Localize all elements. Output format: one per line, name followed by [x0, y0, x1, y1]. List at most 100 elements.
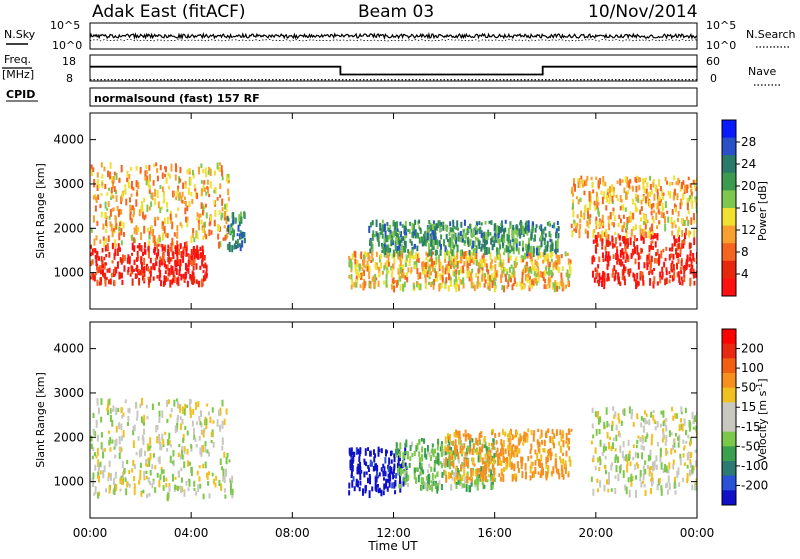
data-cell	[603, 191, 606, 200]
data-cell	[593, 200, 596, 206]
data-cell	[518, 448, 521, 454]
data-cell	[527, 243, 530, 250]
y-tick-label: 1000	[53, 475, 84, 489]
data-cell	[143, 242, 146, 248]
data-cell	[182, 182, 185, 189]
data-cell	[147, 179, 150, 188]
data-cell	[628, 216, 631, 224]
data-cell	[158, 410, 161, 417]
data-cell	[643, 410, 646, 415]
data-cell	[545, 284, 548, 290]
data-cell	[143, 414, 146, 422]
data-cell	[133, 483, 136, 489]
data-cell	[491, 463, 494, 470]
data-cell	[122, 254, 125, 263]
data-cell	[456, 430, 459, 438]
data-cell	[595, 176, 598, 181]
data-cell	[442, 224, 445, 231]
data-cell	[452, 460, 455, 464]
data-cell	[172, 190, 175, 198]
data-cell	[156, 190, 159, 198]
data-cell	[209, 215, 212, 221]
data-cell	[611, 221, 614, 226]
data-cell	[430, 235, 433, 243]
data-cell	[593, 257, 596, 262]
data-cell	[597, 202, 600, 206]
data-cell	[435, 483, 438, 489]
data-cell	[165, 400, 168, 407]
data-cell	[571, 186, 574, 194]
data-cell	[225, 468, 228, 474]
data-cell	[432, 265, 435, 272]
data-cell	[219, 411, 222, 416]
data-cell	[601, 222, 604, 226]
data-cell	[141, 274, 144, 281]
data-cell	[648, 230, 651, 239]
data-cell	[361, 488, 364, 496]
data-cell	[353, 282, 356, 288]
data-cell	[125, 198, 128, 206]
data-cell	[203, 254, 206, 261]
data-cell	[693, 184, 696, 189]
data-cell	[401, 252, 404, 259]
data-cell	[415, 467, 418, 472]
data-cell	[94, 254, 97, 259]
data-cell	[679, 457, 682, 466]
data-cell	[403, 471, 406, 478]
data-cell	[239, 211, 242, 217]
data-cell	[351, 253, 354, 260]
data-cell	[545, 253, 548, 262]
data-cell	[618, 214, 621, 220]
data-cell	[620, 420, 623, 426]
data-cell	[507, 234, 510, 243]
data-cell	[603, 421, 606, 429]
data-cell	[639, 437, 642, 443]
data-cell	[214, 482, 217, 488]
data-cell	[119, 488, 122, 492]
data-cell	[459, 236, 462, 243]
data-cell	[682, 192, 685, 198]
data-cell	[578, 228, 581, 235]
data-cell	[397, 252, 400, 260]
data-cell	[141, 251, 144, 257]
data-cell	[614, 237, 617, 245]
data-cell	[121, 435, 124, 441]
data-cell	[456, 260, 459, 269]
data-cell	[466, 260, 469, 269]
data-cell	[460, 249, 463, 256]
data-cell	[648, 466, 651, 475]
data-cell	[606, 432, 609, 439]
data-cell	[536, 268, 539, 273]
data-cell	[427, 480, 430, 486]
data-cell	[113, 254, 116, 260]
data-cell	[447, 261, 450, 266]
data-cell	[662, 206, 665, 212]
data-cell	[366, 260, 369, 266]
data-cell	[132, 430, 135, 436]
data-cell	[490, 259, 493, 264]
data-cell	[193, 259, 196, 265]
data-cell	[148, 240, 151, 246]
data-cell	[661, 275, 664, 280]
data-cell	[523, 230, 526, 235]
data-cell	[680, 198, 683, 203]
data-cell	[602, 182, 605, 186]
data-cell	[666, 489, 669, 495]
velocity-colorbar-tick-label: -200	[741, 478, 768, 492]
data-cell	[177, 207, 180, 212]
data-cell	[206, 186, 209, 190]
data-cell	[158, 433, 161, 441]
data-cell	[672, 459, 675, 465]
data-cell	[462, 232, 465, 239]
data-cell	[197, 484, 200, 492]
station-title: Adak East (fitACF)	[92, 2, 246, 22]
data-cell	[671, 406, 674, 412]
data-cell	[202, 222, 205, 230]
data-cell	[190, 255, 193, 260]
data-cell	[598, 272, 601, 278]
data-cell	[635, 176, 638, 184]
data-cell	[120, 194, 123, 202]
data-cell	[355, 275, 358, 283]
data-cell	[443, 239, 446, 247]
